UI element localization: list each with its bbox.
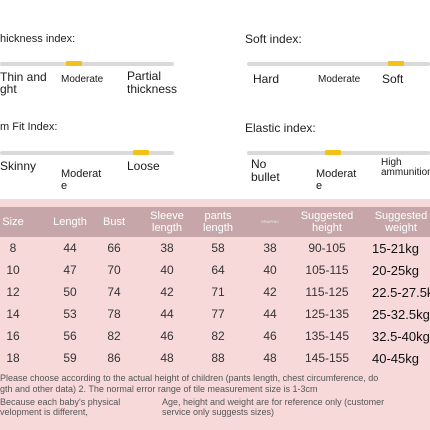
cell-sleeve: 40 [160,263,174,277]
size-table-background [0,199,430,430]
thickness-index-title: hickness index: [0,33,76,45]
cell-length: 44 [63,241,77,255]
table-row: 14 53 78 44 77 44 125-135 25-32.5kg [0,303,430,325]
fit-label-skinny: Skinny [0,159,37,173]
cell-weight: 32.5-40kg [372,328,430,344]
cell-bust: 86 [107,351,121,365]
fit-label-loose: Loose [127,159,160,173]
soft-marker [388,61,404,66]
elastic-marker [325,150,341,155]
cell-pants: 64 [211,263,225,277]
cell-length: 56 [63,329,77,343]
soft-label-soft: Soft [382,72,404,86]
header-length: Length [53,216,87,228]
header-graphic: GRAPHIC [260,219,280,224]
note-right-1: Age, height and weight are for reference… [162,397,385,407]
table-row: 8 44 66 38 58 38 90-105 15-21kg [0,237,430,259]
note-left-2: velopment is different, [0,407,88,417]
soft-label-hard: Hard [253,72,280,86]
soft-label-moderate: Moderate [318,74,361,85]
thickness-label-partial: Partial [127,69,162,83]
cell-bust: 70 [107,263,121,277]
fit-bar [0,151,174,155]
cell-weight: 22.5-27.5kg [372,284,430,300]
cell-sleeve: 46 [160,329,174,343]
cell-size: 12 [6,285,20,299]
cell-bust: 74 [107,285,121,299]
header-bust: Bust [102,216,125,228]
note-line-1: Please choose according to the actual he… [0,373,379,383]
header-pants-length: pants length [203,210,233,234]
thickness-label-moderate: Moderate [61,74,104,85]
note-line-2: gth and other data) 2. The normal error … [0,384,318,394]
note-left-1: Because each baby's physical [0,397,121,407]
soft-bar [247,62,430,66]
elastic-label-bullet: bullet [251,170,280,184]
thickness-label-partial-2: thickness [127,82,178,96]
cell-graphic: 40 [263,263,277,277]
elastic-label-moderate: Moderat [316,168,357,180]
fit-label-moderate: Moderat [61,168,102,180]
header-suggested-weight: Suggested weight [374,210,428,234]
elastic-index-title: Elastic index: [245,121,316,135]
cell-height: 125-135 [304,307,350,321]
cell-graphic: 44 [263,307,277,321]
header-suggested-height: Suggested height [300,210,354,234]
cell-length: 47 [63,263,77,277]
size-table-header: Size Length Bust Sleeve length pants len… [0,207,430,237]
cell-size: 18 [6,351,20,365]
cell-pants: 58 [211,241,225,255]
thickness-bar [0,62,174,66]
elastic-label-ammunition: ammunition [381,167,430,178]
elastic-label-no: No [251,157,267,171]
cell-weight: 25-32.5kg [372,306,430,322]
cell-bust: 78 [107,307,121,321]
thickness-label-thin: Thin and [0,70,47,84]
elastic-label-high: High [381,157,402,168]
fit-marker [133,150,149,155]
cell-sleeve: 48 [160,351,174,365]
cell-length: 59 [63,351,77,365]
cell-height: 105-115 [305,263,349,277]
table-row: 12 50 74 42 71 42 115-125 22.5-27.5kg [0,281,430,303]
cell-length: 53 [63,307,77,321]
cell-sleeve: 42 [160,285,174,299]
elastic-label-moderate-2: e [316,180,323,192]
cell-pants: 82 [211,329,225,343]
fit-label-moderate-2: e [61,180,68,192]
cell-pants: 77 [211,307,225,321]
cell-bust: 66 [107,241,121,255]
cell-weight: 15-21kg [372,240,419,256]
cell-graphic: 46 [263,329,277,343]
cell-pants: 88 [211,351,225,365]
table-row: 16 56 82 46 82 46 135-145 32.5-40kg [0,325,430,347]
cell-weight: 20-25kg [372,262,419,278]
cell-size: 10 [6,263,20,277]
cell-size: 16 [6,329,20,343]
note-right-2: service only suggests sizes) [162,407,275,417]
cell-sleeve: 38 [160,241,174,255]
table-row: 18 59 86 48 88 48 145-155 40-45kg [0,347,430,369]
fit-index-title: m Fit Index: [0,121,58,133]
table-row: 10 47 70 40 64 40 105-115 20-25kg [0,259,430,281]
cell-height: 135-145 [304,329,350,343]
cell-graphic: 38 [263,241,277,255]
soft-index-title: Soft index: [245,32,302,46]
cell-size: 14 [6,307,20,321]
header-size: Size [2,216,24,228]
cell-sleeve: 44 [160,307,174,321]
cell-height: 115-125 [305,285,349,299]
thickness-label-thin-2: ght [0,82,17,96]
cell-weight: 40-45kg [372,350,419,366]
thickness-marker [66,61,82,66]
cell-height: 145-155 [304,351,350,365]
cell-pants: 71 [211,285,225,299]
cell-graphic: 42 [263,285,277,299]
cell-length: 50 [63,285,77,299]
cell-size: 8 [9,241,17,255]
cell-graphic: 48 [263,351,277,365]
header-sleeve-length: Sleeve length [150,210,184,234]
cell-height: 90-105 [308,241,346,255]
cell-bust: 82 [107,329,121,343]
